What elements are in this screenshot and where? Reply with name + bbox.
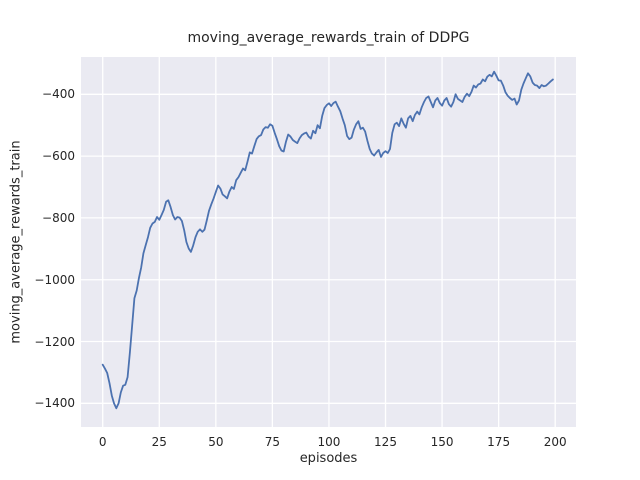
ddpg-rewards-line: [101, 70, 554, 410]
y-tick-label: −1400: [34, 396, 75, 411]
y-tick-label: −800: [42, 210, 75, 225]
plot-area: [81, 57, 576, 427]
y-tick-label: −1000: [34, 272, 75, 287]
x-tick-label: 125: [374, 435, 397, 449]
x-tick-label: 150: [430, 435, 454, 449]
x-tick-label: 100: [317, 435, 341, 449]
chart-title: moving_average_rewards_train of DDPG: [187, 30, 470, 46]
x-tick-label: 175: [487, 435, 511, 449]
y-tick-label: −400: [42, 87, 75, 102]
x-tick-label: 50: [208, 435, 224, 449]
grid-lines: [81, 57, 576, 427]
x-tick-label: 25: [151, 435, 167, 449]
x-tick-label: 75: [264, 435, 281, 449]
y-tick-label: −600: [42, 149, 75, 164]
y-axis-label: moving_average_rewards_train: [8, 140, 24, 344]
x-tick-label: 0: [98, 435, 107, 449]
y-tick-label: −1200: [34, 334, 75, 349]
x-tick-label: 200: [543, 435, 567, 449]
x-axis-label: episodes: [299, 451, 358, 466]
